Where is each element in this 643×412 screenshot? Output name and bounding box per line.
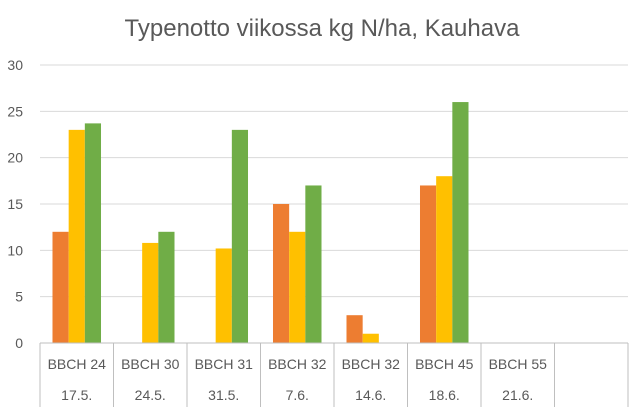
category-label: BBCH 45 xyxy=(415,356,474,372)
category-label: BBCH 32 xyxy=(268,356,327,372)
bar-series1 xyxy=(52,231,69,343)
bar-series3 xyxy=(158,231,175,343)
date-label: 31.5. xyxy=(208,387,239,403)
date-label: 17.5. xyxy=(61,387,92,403)
category-label: BBCH 32 xyxy=(342,356,401,372)
bar-series2 xyxy=(289,231,306,343)
date-label: 7.6. xyxy=(286,387,309,403)
bar-series3 xyxy=(231,129,249,343)
date-label: 18.6. xyxy=(429,387,460,403)
category-label: BBCH 31 xyxy=(195,356,254,372)
bar-series1 xyxy=(346,315,363,343)
grid-layer xyxy=(40,64,628,298)
category-label: BBCH 30 xyxy=(121,356,180,372)
date-label: 14.6. xyxy=(355,387,386,403)
bar-series2 xyxy=(68,129,85,343)
y-tick-label: 30 xyxy=(7,57,23,73)
y-axis: 0 5 10 15 20 25 30 xyxy=(7,57,23,351)
chart-title: Typenotto viikossa kg N/ha, Kauhava xyxy=(125,15,521,42)
y-tick-label: 5 xyxy=(15,289,23,305)
y-tick-label: 10 xyxy=(7,242,23,258)
category-label: BBCH 24 xyxy=(48,356,107,372)
bar-series2 xyxy=(362,333,379,343)
bar-series1 xyxy=(419,185,437,343)
category-label: BBCH 55 xyxy=(489,356,548,372)
y-tick-label: 0 xyxy=(15,335,23,351)
x-axis-table: BBCH 24 17.5. BBCH 30 24.5. BBCH 31 31.5. BBCH… xyxy=(39,342,629,407)
bars xyxy=(52,102,469,343)
y-tick-label: 25 xyxy=(7,103,23,119)
date-label: 24.5. xyxy=(135,387,166,403)
y-tick-label: 20 xyxy=(7,150,23,166)
bar-series1 xyxy=(272,204,290,343)
bar-series3 xyxy=(305,185,322,343)
date-label: 21.6. xyxy=(502,387,533,403)
bar-series2 xyxy=(142,242,159,343)
bar-series3 xyxy=(452,102,469,343)
bar-series2 xyxy=(436,176,453,343)
bar-series2 xyxy=(215,248,232,343)
bar-series3 xyxy=(84,123,102,343)
y-tick-label: 15 xyxy=(7,196,23,212)
